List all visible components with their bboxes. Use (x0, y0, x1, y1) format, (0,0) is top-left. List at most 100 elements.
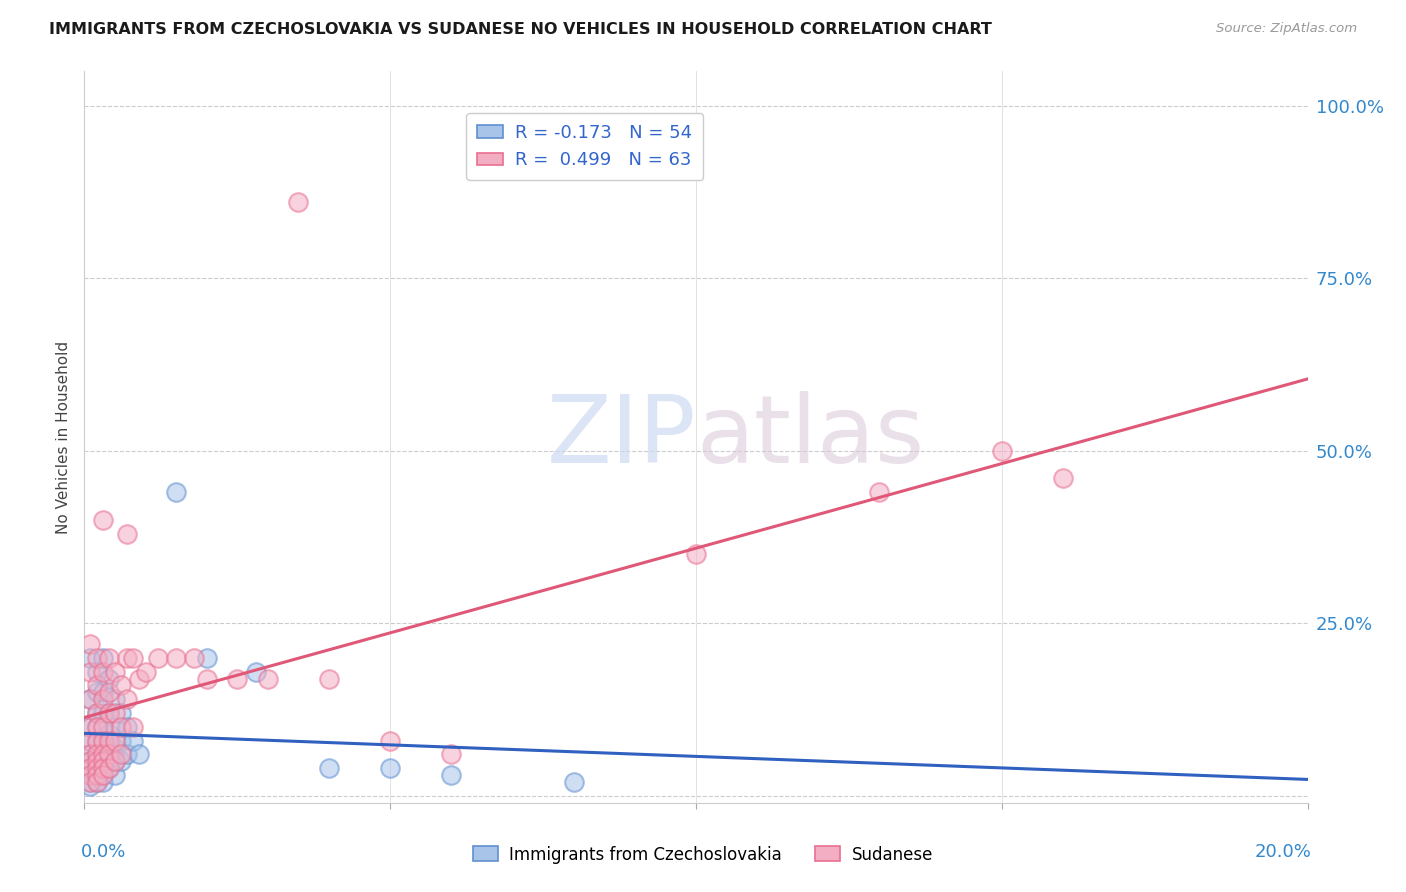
Point (86, 747, 108, 762)
Point (86, 755, 108, 769)
Point (135, 665, 157, 679)
Point (440, 768, 463, 782)
Point (79, 692, 101, 706)
Point (97, 755, 120, 769)
Point (115, 747, 138, 762)
Point (91, 706, 114, 720)
Point (685, 548, 707, 562)
Point (91, 761, 114, 775)
Text: atlas: atlas (696, 391, 924, 483)
Point (91, 665, 114, 679)
Point (91, 513, 114, 527)
Point (79, 720, 101, 734)
Point (86, 775, 108, 789)
Point (110, 678, 132, 692)
Point (104, 755, 127, 769)
Point (86, 755, 108, 769)
Point (97, 706, 120, 720)
Point (91, 761, 114, 775)
Point (97, 733, 120, 747)
Point (195, 672, 218, 686)
Point (122, 651, 145, 665)
Point (104, 706, 127, 720)
Point (86, 665, 108, 679)
Point (79, 747, 101, 762)
Y-axis label: No Vehicles in Household: No Vehicles in Household (56, 341, 72, 533)
Point (110, 755, 132, 769)
Point (91, 768, 114, 782)
Point (86, 678, 108, 692)
Point (104, 740, 127, 755)
Point (86, 706, 108, 720)
Point (97, 761, 120, 775)
Point (91, 768, 114, 782)
Point (79, 768, 101, 782)
Point (380, 733, 402, 747)
Point (287, 195, 309, 210)
Point (79, 755, 101, 769)
Point (128, 747, 150, 762)
Point (562, 775, 585, 789)
Point (104, 768, 127, 782)
Point (91, 775, 114, 789)
Point (91, 692, 114, 706)
Point (115, 692, 138, 706)
Point (97, 651, 120, 665)
Text: ZIP: ZIP (547, 391, 696, 483)
Point (79, 761, 101, 775)
Point (97, 747, 120, 762)
Point (79, 733, 101, 747)
Point (1052, 471, 1074, 485)
Point (86, 720, 108, 734)
Point (165, 485, 187, 500)
Point (115, 720, 138, 734)
Point (91, 651, 114, 665)
Point (86, 685, 108, 699)
Point (91, 747, 114, 762)
Point (104, 665, 127, 679)
Point (86, 761, 108, 775)
Point (110, 747, 132, 762)
Legend: R = -0.173   N = 54, R =  0.499   N = 63: R = -0.173 N = 54, R = 0.499 N = 63 (467, 113, 703, 180)
Point (97, 672, 120, 686)
Point (79, 747, 101, 762)
Point (79, 775, 101, 789)
Point (226, 672, 249, 686)
Point (86, 761, 108, 775)
Point (115, 526, 138, 541)
Point (79, 733, 101, 747)
Point (110, 706, 132, 720)
Point (86, 768, 108, 782)
Point (110, 733, 132, 747)
Point (79, 775, 101, 789)
Point (128, 672, 150, 686)
Point (318, 761, 340, 775)
Point (86, 775, 108, 789)
Point (97, 685, 120, 699)
Point (104, 692, 127, 706)
Point (91, 685, 114, 699)
Point (104, 720, 127, 734)
Point (869, 485, 891, 500)
Text: IMMIGRANTS FROM CZECHOSLOVAKIA VS SUDANESE NO VEHICLES IN HOUSEHOLD CORRELATION : IMMIGRANTS FROM CZECHOSLOVAKIA VS SUDANE… (49, 22, 993, 37)
Point (86, 768, 108, 782)
Text: 20.0%: 20.0% (1254, 843, 1312, 861)
Point (318, 672, 340, 686)
Point (440, 747, 463, 762)
Point (122, 720, 145, 734)
Point (79, 637, 101, 651)
Point (97, 740, 120, 755)
Point (146, 651, 169, 665)
Point (183, 651, 205, 665)
Point (91, 720, 114, 734)
Point (79, 665, 101, 679)
Point (97, 727, 120, 741)
Point (86, 733, 108, 747)
Legend: Immigrants from Czechoslovakia, Sudanese: Immigrants from Czechoslovakia, Sudanese (465, 839, 941, 871)
Point (86, 651, 108, 665)
Point (257, 672, 280, 686)
Text: 0.0%: 0.0% (80, 843, 127, 861)
Text: Source: ZipAtlas.com: Source: ZipAtlas.com (1216, 22, 1357, 36)
Point (86, 720, 108, 734)
Point (380, 761, 402, 775)
